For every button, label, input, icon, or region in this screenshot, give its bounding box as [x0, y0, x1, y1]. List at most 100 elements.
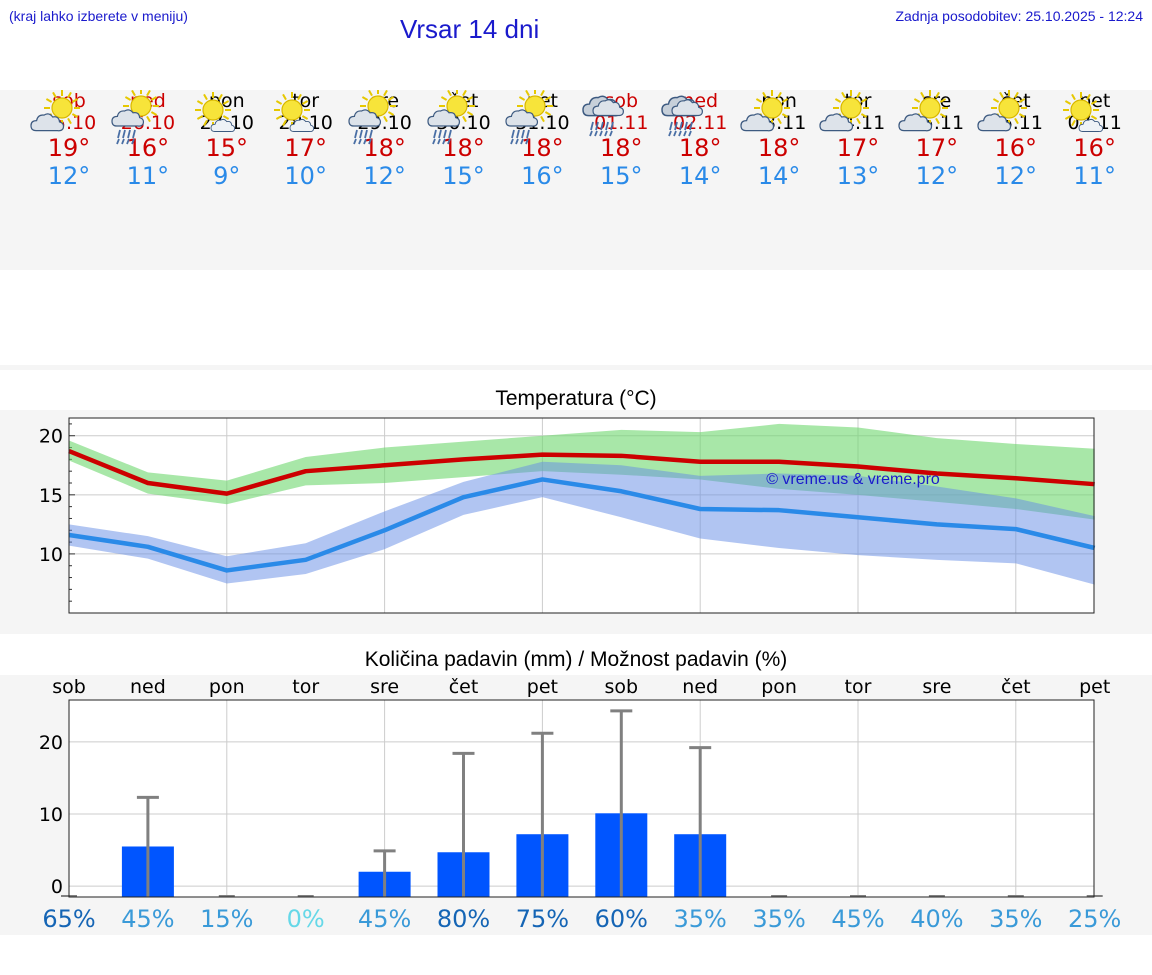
sun-cloud-icon [819, 90, 869, 132]
sun-cloud-icon [740, 90, 791, 132]
precipitation-category-label: sob [605, 676, 639, 698]
forecast-day: ned 02.11 18° 14° [660, 90, 740, 190]
sun-cloud-rain-icon [347, 90, 396, 145]
max-temperature: 16° [994, 134, 1038, 162]
temperature-tick-label: 15 [39, 485, 63, 507]
precipitation-probability-label: 45% [121, 905, 174, 933]
precipitation-category-label: ned [682, 676, 718, 698]
max-temperature: 16° [126, 134, 170, 162]
max-temperature: 18° [678, 134, 722, 162]
precipitation-category-label: ned [130, 676, 166, 698]
min-temperature: 15° [442, 162, 485, 190]
sun-cloud-rain-icon [111, 90, 159, 145]
sun-small-cloud-icon [1062, 92, 1103, 133]
max-temperature: 17° [836, 134, 880, 162]
min-temperature: 11° [126, 162, 170, 190]
min-temperature: 12° [994, 162, 1038, 190]
precipitation-probability-label: 65% [42, 905, 95, 933]
precipitation-probability-label: 60% [595, 905, 648, 933]
precipitation-probability-label: 15% [200, 905, 253, 933]
precipitation-probability-label: 35% [674, 905, 727, 933]
precipitation-category-label: čet [449, 676, 479, 698]
precipitation-category-label: pon [761, 676, 797, 698]
max-temperature: 18° [521, 134, 564, 162]
precipitation-chart: 0 10 20 sob ned pon tor sre čet pet sob ned pon tor sr… [39, 676, 1122, 933]
max-temperature: 18° [442, 134, 485, 162]
max-temperature: 18° [363, 134, 406, 162]
min-temperature: 11° [1073, 162, 1116, 190]
precipitation-chart-title: Količina padavin (mm) / Možnost padavin … [364, 648, 788, 671]
precipitation-category-label: pet [527, 676, 558, 698]
forecast-band [0, 90, 1152, 270]
day-date: 01.11 [594, 112, 649, 134]
min-temperature: 14° [757, 162, 801, 190]
precipitation-plot-area [69, 700, 1094, 897]
precipitation-probability-label: 75% [516, 905, 569, 933]
precipitation-probability-label: 40% [910, 905, 963, 933]
precipitation-probability-label: 25% [1068, 905, 1121, 933]
sun-cloud-icon [977, 90, 1027, 132]
max-temperature: 18° [757, 134, 801, 162]
precipitation-category-label: pon [209, 676, 245, 698]
temperature-plot-frame [68, 417, 1095, 614]
precipitation-category-label: sre [370, 676, 399, 698]
min-temperature: 13° [836, 162, 880, 190]
sun-cloud-icon [30, 90, 80, 132]
section-separator [0, 365, 1152, 370]
forecast-day: sob 01.11 18° 15° [581, 90, 661, 190]
sun-cloud-rain-icon [505, 90, 554, 145]
precipitation-category-label: čet [1001, 676, 1031, 698]
min-temperature: 12° [363, 162, 406, 190]
cloud-rain-icon [582, 95, 625, 137]
precipitation-probability-label: 45% [831, 905, 884, 933]
precipitation-probability-label: 0% [287, 905, 325, 933]
precipitation-tick-label: 10 [39, 804, 63, 826]
precipitation-category-label: tor [845, 676, 872, 698]
precipitation-probability-label: 80% [437, 905, 490, 933]
precipitation-probability-label: 35% [989, 905, 1042, 933]
precipitation-category-label: sre [922, 676, 951, 698]
watermark: © vreme.us & vreme.pro [766, 471, 940, 488]
max-temperature-line [68, 449, 1095, 496]
forecast-day: tor28.1017°10° [266, 90, 346, 190]
day-date: 02.11 [672, 112, 728, 134]
sun-cloud-icon [898, 90, 948, 132]
min-temperature-line [68, 477, 1096, 573]
max-temperature: 19° [47, 134, 91, 162]
max-temperature: 15° [205, 134, 249, 162]
min-temperature: 12° [47, 162, 91, 190]
precipitation-category-label: tor [292, 676, 319, 698]
precipitation-plot-frame [68, 699, 1095, 898]
temperature-tick-label: 10 [39, 544, 63, 566]
precipitation-probability-label: 35% [752, 905, 805, 933]
location-hint: (kraj lahko izberete v meniju) [9, 8, 188, 24]
temperature-chart-title: Temperatura (°C) [495, 387, 657, 410]
page-title: Vrsar 14 dni [400, 14, 540, 44]
precipitation-category-label: sob [52, 676, 86, 698]
min-temperature: 16° [521, 162, 564, 190]
min-temperature: 10° [284, 162, 327, 190]
precipitation-tick-label: 0 [51, 876, 63, 898]
last-updated: Zadnja posodobitev: 25.10.2025 - 12:24 [895, 8, 1143, 24]
sun-small-cloud-icon [273, 92, 314, 133]
precipitation-probability-label: 45% [358, 905, 411, 933]
precipitation-tick-label: 20 [39, 732, 63, 754]
precipitation-category-label: pet [1079, 676, 1110, 698]
min-temperature: 15° [600, 162, 643, 190]
cloud-rain-icon [661, 95, 704, 137]
sun-small-cloud-icon [194, 92, 235, 133]
max-temperature: 17° [284, 134, 327, 162]
sun-cloud-rain-icon [426, 90, 475, 145]
max-temperature: 17° [915, 134, 959, 162]
max-temperature: 16° [1073, 134, 1116, 162]
